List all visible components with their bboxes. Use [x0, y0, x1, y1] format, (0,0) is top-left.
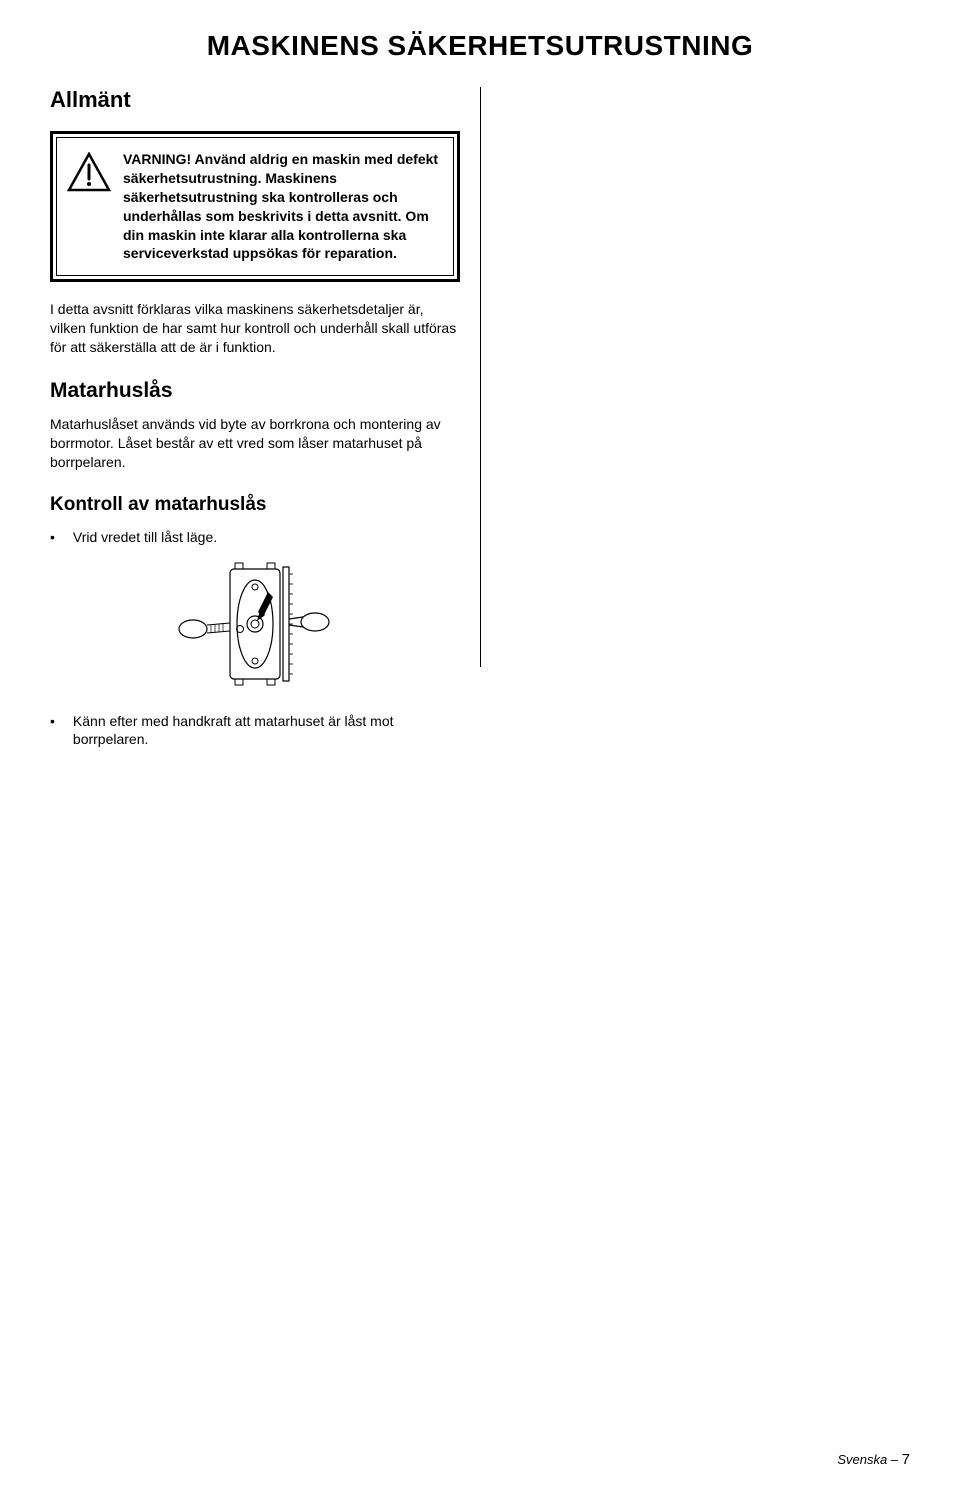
- warning-text: VARNING! Använd aldrig en maskin med def…: [123, 150, 443, 263]
- diagram: [50, 559, 460, 694]
- right-column: [481, 87, 910, 757]
- bullet-text: Vrid vredet till låst läge.: [73, 528, 217, 547]
- intro-paragraph: I detta avsnitt förklaras vilka maskinen…: [50, 300, 460, 357]
- heading-kontroll: Kontroll av matarhuslås: [50, 494, 460, 516]
- heading-allmant: Allmänt: [50, 87, 460, 113]
- bullet-list-2: • Känn efter med handkraft att matarhuse…: [50, 712, 460, 750]
- page-footer: Svenska – 7: [837, 1451, 910, 1468]
- bullet-text: Känn efter med handkraft att matarhuset …: [73, 712, 460, 750]
- list-item: • Vrid vredet till låst läge.: [50, 528, 460, 547]
- left-column: Allmänt VARNING! Använd aldrig en maskin…: [50, 87, 480, 757]
- warning-triangle-icon: [67, 152, 111, 197]
- bullet-marker: •: [50, 528, 55, 547]
- bullet-list: • Vrid vredet till låst läge.: [50, 528, 460, 547]
- matarhuslas-body: Matarhuslåset används vid byte av borrkr…: [50, 415, 460, 472]
- warning-box-inner: VARNING! Använd aldrig en maskin med def…: [56, 137, 454, 276]
- warning-box: VARNING! Använd aldrig en maskin med def…: [50, 131, 460, 282]
- bullet-marker: •: [50, 712, 55, 750]
- footer-language: Svenska: [837, 1452, 887, 1467]
- footer-page-number: 7: [902, 1451, 910, 1468]
- heading-matarhuslas: Matarhuslås: [50, 379, 460, 403]
- content-columns: Allmänt VARNING! Använd aldrig en maskin…: [50, 87, 910, 757]
- footer-separator: –: [887, 1452, 901, 1467]
- list-item: • Känn efter med handkraft att matarhuse…: [50, 712, 460, 750]
- page-title: MASKINENS SÄKERHETSUTRUSTNING: [50, 30, 910, 62]
